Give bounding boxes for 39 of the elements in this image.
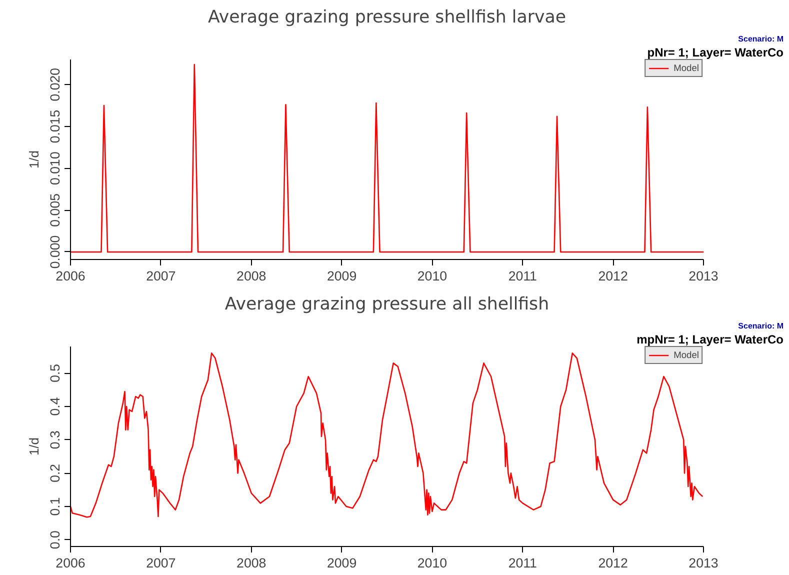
- y-axis-title: 1/d: [26, 150, 42, 169]
- chart-title: Average grazing pressure all shellfish: [224, 294, 550, 314]
- x-tick-label: 2013: [688, 268, 718, 284]
- legend-label: Model: [674, 63, 699, 73]
- x-tick-label: 2012: [598, 268, 628, 284]
- x-tick-label: 2007: [146, 268, 176, 284]
- x-tick-label: 2012: [598, 556, 628, 570]
- x-tick-label: 2010: [417, 556, 448, 570]
- x-tick-label: 2009: [326, 556, 357, 570]
- x-tick-label: 2006: [56, 268, 86, 284]
- x-tick-label: 2011: [508, 556, 537, 570]
- y-tick-label: 0.010: [48, 152, 62, 185]
- text: mpNr= 1; Layer= WaterCo: [636, 332, 784, 346]
- y-tick-label: 0.5: [48, 364, 62, 382]
- text: pNr= 1; Layer= WaterCo: [647, 46, 784, 60]
- x-tick-label: 2009: [326, 268, 357, 284]
- y-tick-label: 0.0: [48, 530, 62, 550]
- chart-title: Average grazing pressure shellfish larvae: [208, 8, 566, 28]
- legend-label: Model: [674, 350, 699, 360]
- text: Scenario: M: [738, 34, 784, 44]
- x-tick-label: 2013: [688, 556, 718, 570]
- x-tick-label: 2007: [146, 556, 176, 570]
- y-tick-label: 0.4: [48, 396, 62, 416]
- y-tick-label: 0.3: [48, 430, 62, 450]
- x-tick-label: 2006: [56, 556, 86, 570]
- text: Scenario: M: [738, 322, 784, 330]
- line-series: [70, 64, 704, 253]
- line-series: [70, 352, 704, 518]
- x-tick-label: 2008: [236, 556, 266, 570]
- x-tick-label: 2010: [417, 268, 448, 284]
- y-tick-label: 0.005: [48, 193, 62, 227]
- y-tick-label: 0.015: [48, 110, 62, 144]
- y-tick-label: 0.1: [48, 497, 62, 516]
- y-tick-label: 0.2: [48, 464, 62, 482]
- x-tick-label: 2008: [236, 268, 266, 284]
- x-tick-label: 2011: [508, 268, 537, 284]
- y-tick-label: 0.000: [48, 235, 62, 269]
- y-tick-label: 0.020: [48, 68, 62, 102]
- y-axis-title: 1/d: [26, 437, 42, 456]
